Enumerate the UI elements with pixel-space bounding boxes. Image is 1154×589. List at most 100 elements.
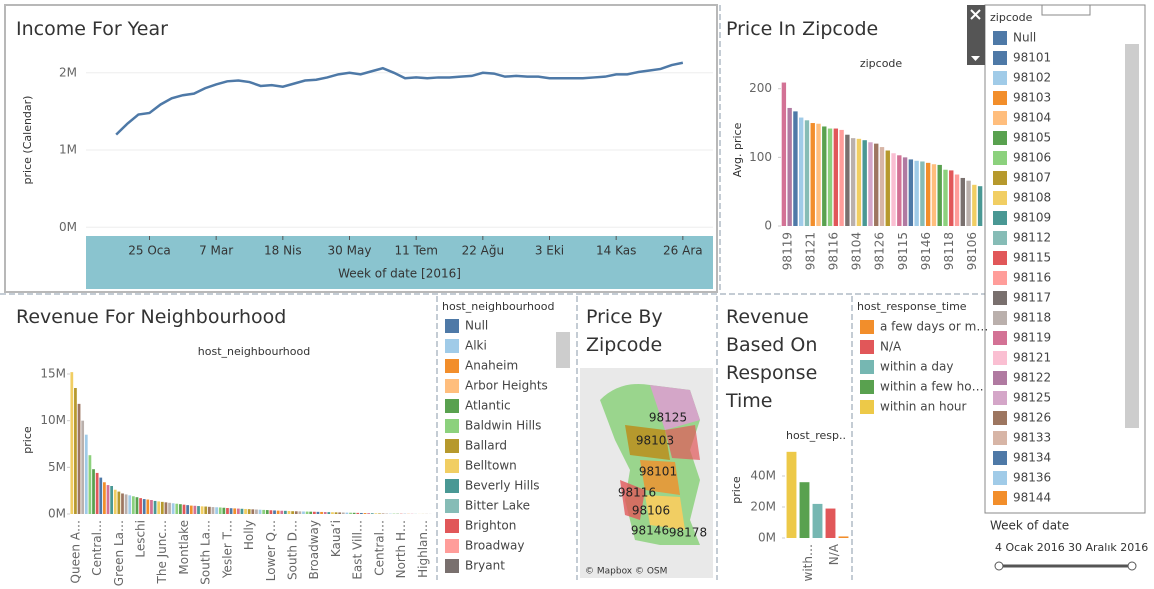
map-region <box>645 495 685 530</box>
bar <box>182 504 186 514</box>
bar <box>139 498 142 514</box>
bar <box>345 512 349 514</box>
menu-icon[interactable] <box>971 56 980 61</box>
y-tick-label: 40M <box>750 469 776 483</box>
scrollbar-thumb[interactable] <box>556 332 570 368</box>
x-tick-label: with… <box>801 544 815 581</box>
y-tick-label: 100 <box>749 150 772 164</box>
bar <box>74 388 77 514</box>
x-tick-label: 14 Kas <box>596 244 636 258</box>
legend-label: 98133 <box>1013 431 1051 445</box>
bar <box>879 147 885 226</box>
toolbar[interactable] <box>967 5 985 65</box>
legend-swatch <box>993 171 1007 185</box>
y-tick-label: 0 <box>764 219 772 233</box>
bar <box>378 513 381 514</box>
map-region <box>620 480 645 520</box>
legend-label: Ballard <box>465 439 507 453</box>
x-tick-label: Broadway <box>307 520 321 579</box>
legend-label: 98112 <box>1013 231 1051 245</box>
slider-handle[interactable] <box>1127 561 1137 571</box>
legend-swatch <box>993 251 1007 265</box>
bar <box>273 510 276 514</box>
y-tick-label: 5M <box>48 460 66 474</box>
x-tick-label: Central… <box>90 520 104 576</box>
bar <box>77 403 81 514</box>
slider-handle[interactable] <box>994 561 1004 571</box>
bar <box>833 128 839 226</box>
filter-title: Week of date <box>990 519 1069 533</box>
bar <box>341 512 345 514</box>
close-icon[interactable] <box>970 9 981 20</box>
y-axis-title: price <box>21 426 34 454</box>
legend-label: 98136 <box>1013 471 1051 485</box>
legend-label: Beverly Hills <box>465 479 540 493</box>
legend-label: Belltown <box>465 459 517 473</box>
legend-swatch <box>993 331 1007 345</box>
bar <box>265 510 269 514</box>
legend-swatch <box>445 559 459 573</box>
map-region <box>650 385 700 430</box>
bar <box>312 511 316 514</box>
x-tick-label: 98106 <box>965 232 979 270</box>
chart-title: Price In Zipcode <box>726 18 879 40</box>
bar <box>106 485 110 514</box>
bar <box>70 372 74 514</box>
legend-swatch <box>445 319 459 333</box>
legend-swatch <box>860 360 874 374</box>
legend-swatch <box>993 471 1007 485</box>
x-tick-label: Holly <box>242 520 256 550</box>
bar <box>110 486 114 514</box>
bar <box>204 506 208 514</box>
bar <box>874 143 879 226</box>
legend-swatch <box>993 211 1007 225</box>
scrollbar-thumb[interactable] <box>1125 44 1139 428</box>
bar <box>131 496 135 514</box>
x-tick-label: Lower Q… <box>264 520 278 581</box>
chart-subtitle: zipcode <box>860 57 903 70</box>
bar <box>868 142 873 226</box>
bar <box>338 512 342 514</box>
legend-label: 98115 <box>1013 251 1051 265</box>
drag-handle[interactable] <box>1041 4 1091 16</box>
bar <box>168 502 171 514</box>
map-region <box>625 425 670 460</box>
y-tick-label: 0M <box>758 531 776 545</box>
legend-swatch <box>993 391 1007 405</box>
bar <box>363 513 367 514</box>
bar <box>323 512 327 514</box>
bar <box>331 512 334 514</box>
legend-label: 98119 <box>1013 331 1051 345</box>
legend-swatch <box>993 491 1007 505</box>
bar <box>827 128 833 226</box>
x-tick-label: South D… <box>286 520 300 580</box>
y-axis-title: price <box>730 476 743 504</box>
legend-swatch <box>993 351 1007 365</box>
bar <box>124 494 128 514</box>
legend-swatch <box>860 320 874 334</box>
bar <box>799 117 804 226</box>
bar <box>121 493 124 514</box>
bar <box>816 123 821 226</box>
line <box>115 61 684 136</box>
legend-swatch <box>993 191 1007 205</box>
bar <box>269 510 273 514</box>
legend-label: 98105 <box>1013 131 1051 145</box>
map-attribution: © Mapbox © OSM <box>585 567 667 577</box>
legend-label: within a day <box>880 360 953 374</box>
legend-label: 98121 <box>1013 351 1051 365</box>
legend-swatch <box>993 91 1007 105</box>
bar <box>885 150 890 226</box>
legend-label: within a few ho… <box>880 380 984 394</box>
legend-swatch <box>860 380 874 394</box>
bar <box>207 506 211 514</box>
bar <box>233 508 237 514</box>
x-tick-label: South La… <box>199 520 213 585</box>
bar <box>135 497 139 514</box>
legend-label: 98108 <box>1013 191 1051 205</box>
legend-swatch <box>993 411 1007 425</box>
bar <box>977 186 983 226</box>
filter-end: 30 Aralık 2016 <box>1068 541 1148 554</box>
legend-swatch <box>993 51 1007 65</box>
legend-label: a few days or m… <box>880 320 988 334</box>
